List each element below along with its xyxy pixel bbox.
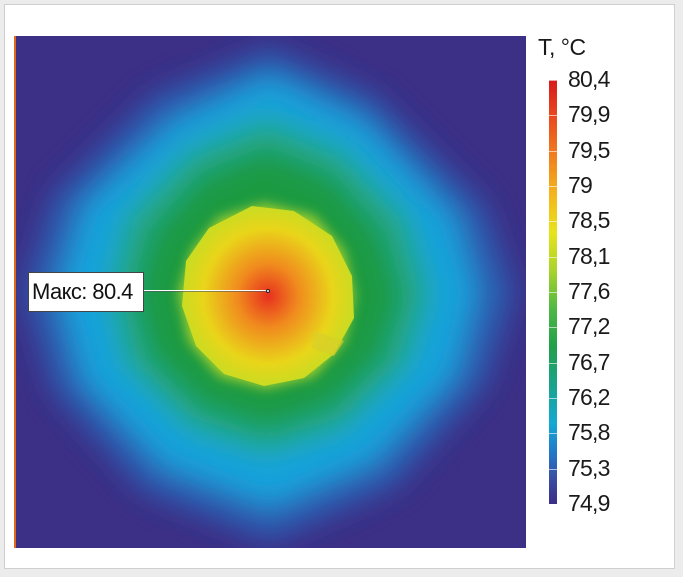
heat-artifact	[312, 331, 344, 356]
colorbar-tick-label: 79,5	[568, 136, 610, 163]
colorbar-tick-mark	[549, 433, 557, 435]
colorbar-tick-label: 75,3	[568, 454, 610, 481]
heatmap-svg	[14, 36, 526, 548]
colorbar-title: T, °C	[538, 34, 586, 60]
colorbar-tick-mark	[549, 292, 557, 293]
heat-core	[182, 206, 354, 386]
colorbar-tick-mark	[549, 256, 557, 258]
colorbar-tick-mark	[549, 327, 557, 329]
colorbar-tick-mark	[549, 504, 557, 505]
colorbar-tick-mark	[549, 221, 557, 223]
colorbar-tick-mark	[549, 186, 557, 187]
colorbar-tick-label: 77,6	[568, 278, 610, 304]
colorbar-tick-mark	[549, 398, 557, 399]
colorbar-tick-mark	[549, 468, 557, 470]
colorbar-tick-mark	[549, 150, 557, 152]
max-annotation-leader-shadow	[144, 291, 268, 292]
max-point-marker	[266, 289, 270, 293]
colorbar-tick-label: 75,8	[568, 419, 610, 446]
colorbar-tick-label: 74,9	[568, 490, 610, 516]
max-annotation-leader	[144, 290, 268, 291]
colorbar-tick-mark	[549, 80, 557, 81]
colorbar-tick-label: 79,9	[568, 101, 610, 128]
colorbar-tick-label: 80,4	[568, 66, 610, 92]
colorbar-tick-mark	[549, 115, 557, 117]
colorbar-tick-label: 77,2	[568, 313, 610, 340]
colorbar-tick-label: 79	[568, 172, 593, 198]
colorbar-tick-label: 76,2	[568, 384, 610, 410]
colorbar-tick-label: 78,5	[568, 207, 610, 234]
heatmap-left-edge	[14, 36, 16, 548]
colorbar-tick-label: 78,1	[568, 242, 610, 269]
heatmap-area	[14, 36, 526, 548]
max-annotation-label: Макс: 80.4	[28, 272, 144, 312]
colorbar-tick-label: 76,7	[568, 348, 610, 375]
colorbar-tick-mark	[549, 362, 557, 364]
